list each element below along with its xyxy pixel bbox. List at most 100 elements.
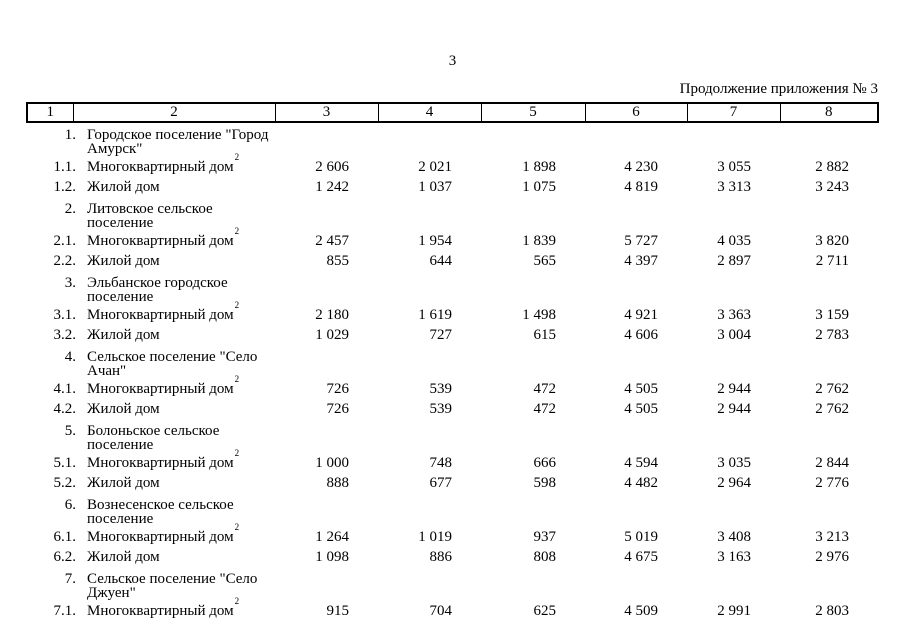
section-name-line: Вознесенское сельское: [87, 497, 234, 513]
footnote-superscript: 2: [234, 152, 240, 162]
value-cell: [480, 123, 584, 157]
column-header-3: 3: [274, 102, 379, 123]
column-header-6: 6: [584, 102, 688, 123]
building-type-label: Многоквартирный дом: [87, 233, 234, 249]
section-name-line: поселение: [87, 510, 154, 527]
value-cell: [584, 567, 686, 601]
value-cell: 472: [533, 381, 557, 397]
value-cell: [377, 567, 480, 601]
value-cell: [686, 419, 779, 453]
value-cell: 4 505: [624, 381, 658, 397]
value-cell: 2 976: [815, 549, 849, 565]
value-cell: 3 243: [815, 179, 849, 195]
value-cell: [584, 493, 686, 527]
value-cell: [274, 567, 377, 601]
value-cell: [377, 493, 480, 527]
value-cell: 4 819: [624, 179, 658, 195]
row-number: 2.1.: [53, 233, 77, 249]
value-cell: [779, 197, 877, 231]
value-cell: [480, 345, 584, 379]
section-name-line: Сельское поселение "Село: [87, 349, 258, 365]
value-cell: [584, 197, 686, 231]
column-header-5: 5: [480, 102, 586, 123]
table-header: 1 2 3 4 5 6 7 8: [26, 102, 879, 123]
row-label: Многоквартирный дом2: [76, 301, 274, 325]
value-cell: 886: [429, 549, 453, 565]
data-row: 7.1. Многоквартирный дом2 915 704 625 4 509 2 …: [26, 597, 877, 621]
appendix-table: 1 2 3 4 5 6 7 8 1. Городское поселение "Г…: [26, 102, 879, 621]
row-number: 5.2.: [53, 475, 77, 491]
value-cell: 2 762: [815, 381, 849, 397]
row-label: Жилой дом: [76, 473, 274, 493]
section-row: 7. Сельское поселение "Село Джуен": [26, 567, 877, 601]
row-label: Эльбанское городское поселение: [76, 271, 274, 305]
value-cell: [584, 123, 686, 157]
value-cell: 1 019: [418, 529, 452, 545]
value-cell: 3 035: [717, 455, 751, 471]
building-type-label: Многоквартирный дом: [87, 307, 234, 323]
table-body-table: 1. Городское поселение "Город Амурск" 1.1. М…: [26, 123, 877, 621]
column-header-4: 4: [377, 102, 482, 123]
value-cell: 1 498: [522, 307, 556, 323]
row-number: 2.2.: [53, 253, 77, 269]
value-cell: 2 021: [418, 159, 452, 175]
footnote-superscript: 2: [234, 300, 240, 310]
value-cell: [274, 345, 377, 379]
row-label: Литовское сельское поселение: [76, 197, 274, 231]
data-row: 5.2. Жилой дом 888 677 598 4 482 2 964 2 776: [26, 473, 877, 493]
page-number: 3: [448, 53, 457, 69]
value-cell: [686, 123, 779, 157]
value-cell: [480, 493, 584, 527]
value-cell: 1 029: [315, 327, 349, 343]
data-row: 4.1. Многоквартирный дом2 726 539 472 4 505 2 …: [26, 375, 877, 399]
building-type-label: Многоквартирный дом: [87, 455, 234, 471]
row-label: Многоквартирный дом2: [76, 597, 274, 621]
value-cell: 1 619: [418, 307, 452, 323]
value-cell: 2 457: [315, 233, 349, 249]
value-cell: 3 159: [815, 307, 849, 323]
row-label: Жилой дом: [76, 251, 274, 271]
building-type-label: Многоквартирный дом: [87, 381, 234, 397]
value-cell: 1 075: [522, 179, 556, 195]
row-label: Жилой дом: [76, 547, 274, 567]
building-type-label: Многоквартирный дом: [87, 603, 234, 619]
value-cell: [377, 419, 480, 453]
continuation-note: Продолжение приложения № 3: [679, 81, 878, 97]
row-number: 3.2.: [53, 327, 77, 343]
value-cell: 2 606: [315, 159, 349, 175]
row-number: 6.1.: [53, 529, 77, 545]
row-number: 7.: [64, 571, 76, 587]
section-row: 4. Сельское поселение "Село Ачан": [26, 345, 877, 379]
building-type-label: Многоквартирный дом: [87, 159, 234, 175]
row-number: 6.2.: [53, 549, 77, 565]
value-cell: 1 839: [522, 233, 556, 249]
value-cell: 726: [326, 401, 350, 417]
building-type-label: Жилой дом: [87, 253, 160, 269]
row-label: Многоквартирный дом2: [76, 523, 274, 547]
building-type-label: Жилой дом: [87, 327, 160, 343]
section-name-line: поселение: [87, 436, 154, 453]
section-row: 6. Вознесенское сельское поселение: [26, 493, 877, 527]
column-header-8: 8: [779, 102, 879, 123]
value-cell: [274, 197, 377, 231]
data-row: 3.1. Многоквартирный дом2 2 180 1 619 1 498 4…: [26, 301, 877, 325]
value-cell: 915: [326, 603, 350, 619]
value-cell: 4 921: [624, 307, 658, 323]
row-label: Жилой дом: [76, 325, 274, 345]
data-row: 1.2. Жилой дом 1 242 1 037 1 075 4 819 3 313 3 …: [26, 177, 877, 197]
value-cell: 4 606: [624, 327, 658, 343]
value-cell: [779, 567, 877, 601]
value-cell: [584, 345, 686, 379]
value-cell: 2 180: [315, 307, 349, 323]
value-cell: 4 675: [624, 549, 658, 565]
value-cell: 539: [429, 381, 453, 397]
data-row: 6.2. Жилой дом 1 098 886 808 4 675 3 163 2 976: [26, 547, 877, 567]
value-cell: [480, 419, 584, 453]
value-cell: 4 509: [624, 603, 658, 619]
value-cell: 3 004: [717, 327, 751, 343]
value-cell: 2 783: [815, 327, 849, 343]
row-number: 5.: [64, 423, 76, 439]
value-cell: 677: [429, 475, 453, 491]
row-label: Многоквартирный дом2: [76, 153, 274, 177]
